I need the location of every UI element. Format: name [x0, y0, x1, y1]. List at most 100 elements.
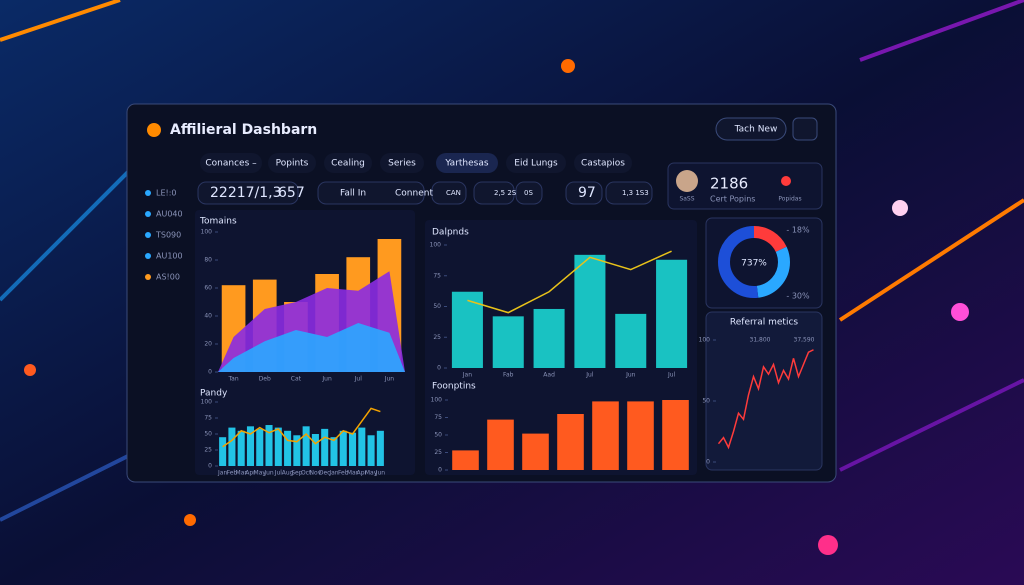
profile-badge: Popidas [778, 196, 801, 203]
line [467, 250, 672, 314]
bar [522, 433, 549, 470]
y-tick-label: 50 [204, 431, 212, 438]
logo [147, 123, 161, 137]
x-tick-label: May [365, 470, 378, 477]
bar [656, 259, 688, 368]
stat: 22217/1,3 [210, 185, 282, 201]
profile-label: Cert Popins [710, 195, 755, 204]
y-tick-label: 0 [208, 369, 212, 376]
sidebar-icon [145, 253, 151, 259]
tab[interactable] [506, 153, 566, 173]
tab-label: Eid Lungs [514, 159, 558, 169]
stat: Fall In [340, 189, 366, 199]
bar [228, 427, 236, 466]
x-tick-label: Jul [585, 372, 594, 379]
bar [557, 414, 584, 470]
profile-value: 2186 [710, 175, 748, 193]
sidebar-item[interactable]: LE!:0 [156, 189, 177, 198]
bar [293, 435, 301, 466]
y-tick-label: 25 [433, 334, 441, 341]
bar [451, 291, 483, 368]
x-tick-label: Dec [319, 470, 331, 477]
y-tick-label: 0 [706, 459, 710, 466]
x-tick-label: Jan [217, 470, 227, 477]
bar [349, 432, 357, 466]
chart-title: Dalpnds [432, 228, 469, 238]
x-tick-label: Jan [462, 372, 472, 379]
bar [256, 428, 264, 466]
sidebar-icon [145, 232, 151, 238]
referral-card [705, 311, 823, 471]
donut-label: - 30% [786, 292, 810, 301]
sidebar-icon [145, 211, 151, 217]
x-tick-label: Nov [310, 470, 322, 477]
sidebar-item[interactable]: AU040 [156, 210, 183, 219]
y-tick-label: 0 [208, 463, 212, 470]
tab[interactable] [268, 153, 316, 173]
x-tick-label: Oct [301, 470, 312, 477]
stat: 2,5 2S [494, 189, 517, 197]
bar [321, 428, 329, 466]
y-tick-label: 80 [204, 257, 212, 264]
x-tick-label: Apr [357, 470, 368, 477]
bar [237, 430, 245, 466]
chart-title: Foonptins [432, 382, 476, 392]
x-tick-label: Feb [338, 470, 349, 477]
stat: 0S [524, 189, 533, 197]
bar [358, 427, 366, 466]
bar [492, 316, 524, 368]
stat-chip [317, 181, 425, 205]
y-tick-label: 50 [434, 432, 442, 439]
y-tick-label: 50 [433, 303, 441, 310]
button[interactable] [715, 117, 787, 141]
avatar [676, 170, 698, 192]
bar [274, 427, 282, 466]
y-tick-label: 100 [201, 229, 213, 236]
sidebar-item[interactable]: TS090 [155, 231, 181, 240]
bar [662, 400, 689, 470]
bar [339, 430, 347, 466]
stat: 657 [278, 185, 305, 201]
y-tick-label: 75 [434, 414, 442, 421]
tab[interactable] [380, 153, 424, 173]
sidebar-item[interactable]: AU100 [156, 252, 183, 261]
x-tick-label: Jun [384, 376, 395, 383]
annotation: 31,800 [750, 337, 771, 344]
icon-button[interactable] [792, 117, 818, 141]
bar [330, 437, 338, 466]
badge-icon [781, 176, 791, 186]
tab[interactable] [574, 153, 632, 173]
y-tick-label: 75 [204, 415, 212, 422]
bar [487, 419, 514, 470]
x-tick-label: Mar [347, 470, 359, 477]
x-tick-label: Jul [274, 470, 283, 477]
area [218, 323, 405, 372]
tab-label: Cealing [331, 159, 365, 169]
profile-caption: SaSS [679, 196, 694, 203]
x-tick-label: Tan [228, 376, 239, 383]
bar [627, 401, 654, 470]
tab-label: Yarthesas [444, 159, 488, 169]
y-tick-label: 40 [204, 313, 212, 320]
x-tick-label: Mar [236, 470, 248, 477]
stat-chip [473, 181, 515, 205]
y-tick-label: 50 [702, 398, 710, 405]
bar [311, 434, 319, 466]
x-tick-label: Apr [245, 470, 256, 477]
donut-label: - 18% [786, 226, 810, 235]
chart-title: Pandy [200, 389, 228, 399]
stat-chip [431, 181, 467, 205]
stat-chip [515, 181, 543, 205]
chart-title: Tomains [199, 217, 237, 227]
tab[interactable] [324, 153, 372, 173]
tab[interactable] [200, 153, 262, 173]
stat: 1,3 1S3 [622, 189, 649, 197]
tab[interactable] [436, 153, 498, 173]
line [222, 407, 381, 448]
bar [284, 430, 292, 466]
decor [0, 0, 1024, 555]
bar [302, 426, 310, 466]
button-label: Tach New [734, 125, 778, 135]
sidebar-item[interactable]: AS!00 [156, 273, 180, 282]
